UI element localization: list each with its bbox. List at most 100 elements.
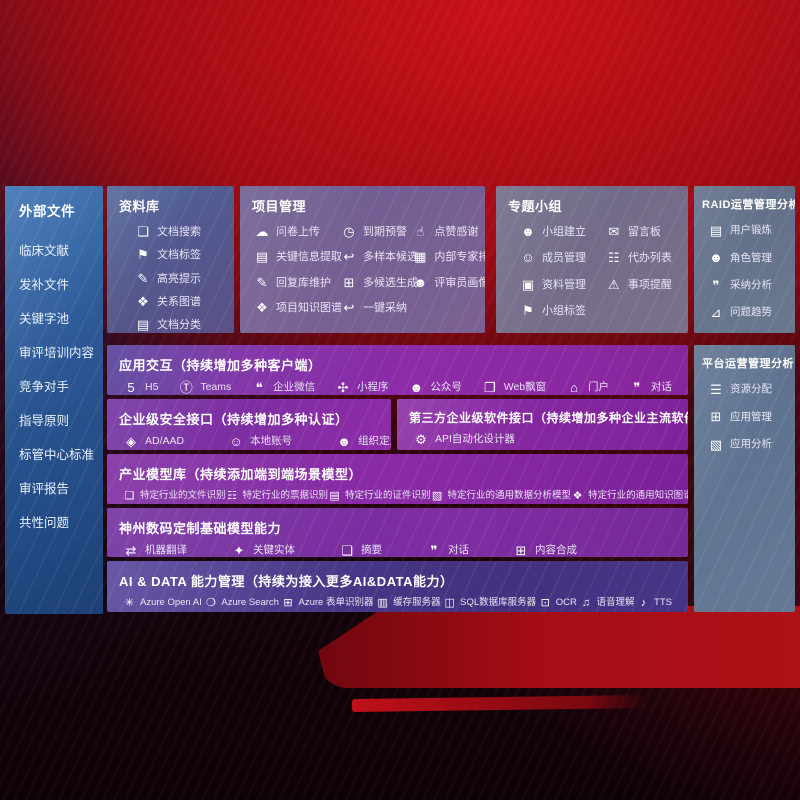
security-interface-title: 企业级安全接口（持续增加多种认证）: [119, 412, 349, 427]
capability-label: 关键实体: [253, 544, 295, 557]
wecom-icon: ❝: [255, 380, 263, 395]
capability-item: ✦ 关键实体: [231, 543, 295, 557]
client-item: ❝ 企业微信: [251, 380, 316, 395]
service-label: OCR: [555, 596, 577, 608]
doc-search-icon: ❏: [137, 224, 149, 239]
feature-label: 成员管理: [542, 252, 586, 265]
repository-list: ❏ 文档搜索 ⚑ 文档标签 ✎ 高亮提示 ❖ 关系图谱: [107, 219, 234, 333]
feature-item: ✎ 高亮提示: [135, 271, 228, 286]
multi-generate-icon: ⊞: [343, 274, 355, 290]
repository-title: 资料库: [119, 199, 160, 214]
security-interface-row: 企业级安全接口（持续增加多种认证） ◈ AD/AAD ☺ 本地账号 ☻ 组织定义: [107, 399, 391, 450]
feature-label: 问题趋势: [730, 306, 772, 319]
app-interaction-row: 应用交互（持续增加多种客户端） 5 H5 Ⓣ Teams ❝ 企业微信: [107, 345, 688, 395]
ai-data-row: AI & DATA 能力管理（持续为接入更多AI&DATA能力） ✳ Azure…: [107, 561, 688, 612]
feature-item: ⊞ 应用管理: [708, 409, 791, 425]
topic-groups-list: ☻ 小组建立 ✉ 留言板 ☺ 成员管理 ☷ 代办列表: [496, 219, 688, 318]
model-item: ☷ 特定行业的票据识别: [226, 489, 329, 502]
file-recog-icon: ❏: [124, 490, 135, 502]
feature-item: ❖ 项目知识图谱: [254, 300, 342, 315]
platform-analysis-title: 平台运营管理分析: [702, 358, 794, 370]
ad-aad-icon: ◈: [126, 434, 136, 449]
feature-label: 点赞感谢: [434, 226, 479, 239]
summary-icon: ❏: [341, 543, 353, 557]
external-file-item: 发补文件: [19, 277, 70, 292]
capability-item: ❞ 对话: [426, 543, 470, 557]
client-item: ✣ 小程序: [335, 380, 389, 395]
teams-icon: Ⓣ: [179, 380, 193, 395]
doc-classify-icon: ▤: [136, 317, 150, 333]
feature-item: ☻ 角色管理: [708, 250, 791, 265]
cache-server-icon: ▥: [377, 597, 388, 609]
client-label: 小程序: [357, 381, 389, 394]
issue-trend-icon: ⊿: [710, 304, 722, 320]
feature-label: 应用管理: [730, 410, 772, 423]
client-item: ⌂ 门户: [566, 380, 609, 395]
reply-edit-icon: ✎: [256, 274, 268, 290]
model-label: 特定行业的文件识别: [140, 489, 226, 501]
relation-graph-icon: ❖: [137, 293, 149, 309]
feature-label: 到期预警: [362, 226, 407, 239]
feature-item: ❖ 关系图谱: [135, 293, 228, 309]
capability-label: 摘要: [361, 544, 382, 557]
feature-label: 资料管理: [542, 278, 586, 291]
security-interface-list: ◈ AD/AAD ☺ 本地账号 ☻ 组织定义: [107, 432, 391, 449]
app-analysis-icon: ▧: [709, 436, 723, 452]
feature-item: ☁ 问卷上传: [254, 224, 341, 239]
api-item: ⚙ API自动化设计器: [413, 432, 515, 447]
feature-label: 多候选生成: [362, 276, 418, 289]
azure-form-icon: ⊞: [283, 597, 293, 609]
member-manage-icon: ☺: [521, 250, 535, 266]
feature-item: ☰ 资源分配: [708, 382, 791, 397]
ai-data-list: ✳ Azure Open AI ❍ Azure Search ⊞ Azure 表…: [107, 594, 688, 609]
service-item: ◫ SQL数据库服务器: [443, 597, 536, 609]
app-interaction-title: 应用交互（持续增加多种客户端）: [119, 358, 322, 373]
project-management-panel: 项目管理 ☁ 问卷上传 ◷ 到期预警 ☝ 点赞感谢 ▤: [240, 186, 485, 333]
base-models-list: ⇄ 机器翻译 ✦ 关键实体 ❏ 摘要 ❞ 对话: [107, 541, 688, 557]
capability-label: 机器翻译: [145, 544, 187, 557]
base-models-row: 神州数码定制基础模型能力 ⇄ 机器翻译 ✦ 关键实体 ❏ 摘要: [107, 508, 688, 557]
cloud-upload-icon: ☁: [255, 224, 269, 239]
external-file-item: 指导原则: [19, 413, 70, 428]
feature-label: 文档搜索: [157, 226, 201, 239]
external-file-item: 标管中心标准: [19, 447, 95, 462]
service-item: ✳ Azure Open AI: [123, 597, 202, 609]
service-item: ⊞ Azure 表单识别器: [282, 597, 373, 609]
client-item: Ⓣ Teams: [178, 380, 231, 395]
feature-item: ◷ 到期预警: [341, 224, 412, 239]
feature-item: ▤ 用户锻炼: [708, 223, 791, 238]
capability-item: ⇄ 机器翻译: [123, 543, 187, 557]
speech-icon: ♫: [581, 597, 591, 609]
app-manage-icon: ⊞: [710, 409, 722, 425]
service-label: 缓存服务器: [393, 596, 441, 608]
expert-rank-icon: ▦: [414, 249, 427, 265]
reminder-icon: ⚠: [608, 276, 620, 292]
feature-item: ↩ 多样本候选: [341, 249, 418, 264]
external-file-item: 竞争对手: [19, 379, 70, 394]
client-item: ☻ 公众号: [408, 380, 462, 395]
auth-label: 组织定义: [358, 435, 391, 448]
api-label: API自动化设计器: [435, 433, 515, 446]
model-label: 特定行业的证件识别: [345, 489, 431, 501]
raid-analysis-title: RAID运营管理分析: [702, 199, 795, 211]
feature-label: 角色管理: [730, 251, 772, 264]
third-party-interface-title: 第三方企业级软件接口（持续增加多种企业主流软件接口）: [409, 411, 688, 425]
feature-label: 资源分配: [730, 383, 772, 396]
feature-label: 关键信息提取: [276, 251, 342, 264]
thumbs-up-icon: ☝: [416, 224, 425, 239]
feature-item: ▣ 资料管理: [520, 277, 606, 292]
industry-models-row: 产业模型库（持续添加端到端场景模型） ❏ 特定行业的文件识别 ☷ 特定行业的票据…: [107, 454, 688, 504]
local-account-icon: ☺: [229, 434, 243, 449]
external-file-item: 审评报告: [19, 481, 70, 496]
feature-item: ⚑ 文档标签: [135, 247, 228, 263]
doc-tag-icon: ⚑: [137, 247, 149, 263]
tts-icon: ♪: [640, 597, 647, 609]
feature-label: 高亮提示: [157, 272, 201, 285]
feature-item: ☻ 评审员画像: [412, 275, 485, 290]
model-item: ❏ 特定行业的文件识别: [123, 490, 226, 502]
model-label: 特定行业的票据识别: [242, 489, 329, 501]
feature-item: ⚑ 小组标签: [520, 303, 606, 318]
project-management-title: 项目管理: [252, 199, 307, 214]
feature-label: 回复库维护: [276, 276, 331, 289]
